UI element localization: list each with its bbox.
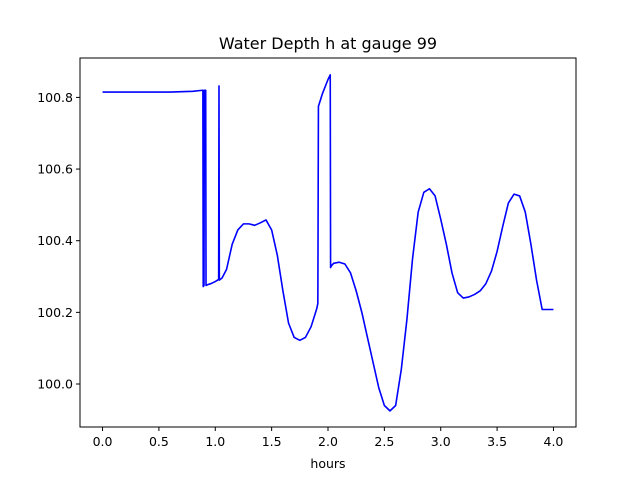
chart-title: Water Depth h at gauge 99	[219, 34, 437, 53]
x-tick-label: 4.0	[544, 434, 564, 449]
x-tick-label: 1.5	[262, 434, 282, 449]
x-tick-label: 2.0	[318, 434, 338, 449]
x-tick-label: 3.0	[431, 434, 451, 449]
y-tick-label: 100.2	[37, 305, 73, 320]
y-tick-label: 100.6	[37, 162, 73, 177]
x-tick-label: 0.0	[93, 434, 113, 449]
x-axis-label: hours	[310, 456, 345, 471]
y-tick-label: 100.8	[37, 90, 73, 105]
y-axis-ticks: 100.0 100.2 100.4 100.6 100.8	[37, 90, 80, 392]
y-tick-label: 100.0	[37, 377, 73, 392]
x-axis-ticks: 0.0 0.5 1.0 1.5 2.0 2.5 3.0 3.5 4.0	[93, 427, 564, 449]
x-tick-label: 1.0	[205, 434, 225, 449]
series-line-0	[102, 74, 554, 412]
series-layer	[102, 74, 554, 412]
x-tick-label: 3.5	[487, 434, 507, 449]
x-tick-label: 2.5	[374, 434, 394, 449]
y-tick-label: 100.4	[37, 233, 73, 248]
x-tick-label: 0.5	[149, 434, 169, 449]
